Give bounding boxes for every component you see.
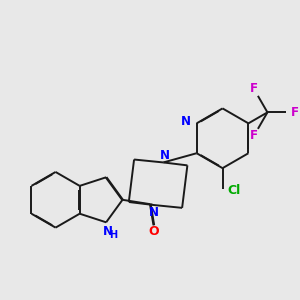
Text: H: H (110, 230, 118, 241)
Text: N: N (149, 206, 159, 219)
Text: O: O (148, 225, 159, 238)
Text: N: N (160, 148, 170, 162)
Text: F: F (250, 130, 258, 142)
Text: N: N (103, 225, 112, 238)
Text: Cl: Cl (227, 184, 240, 196)
Text: F: F (291, 106, 299, 119)
Text: N: N (181, 116, 190, 128)
Text: F: F (250, 82, 258, 95)
